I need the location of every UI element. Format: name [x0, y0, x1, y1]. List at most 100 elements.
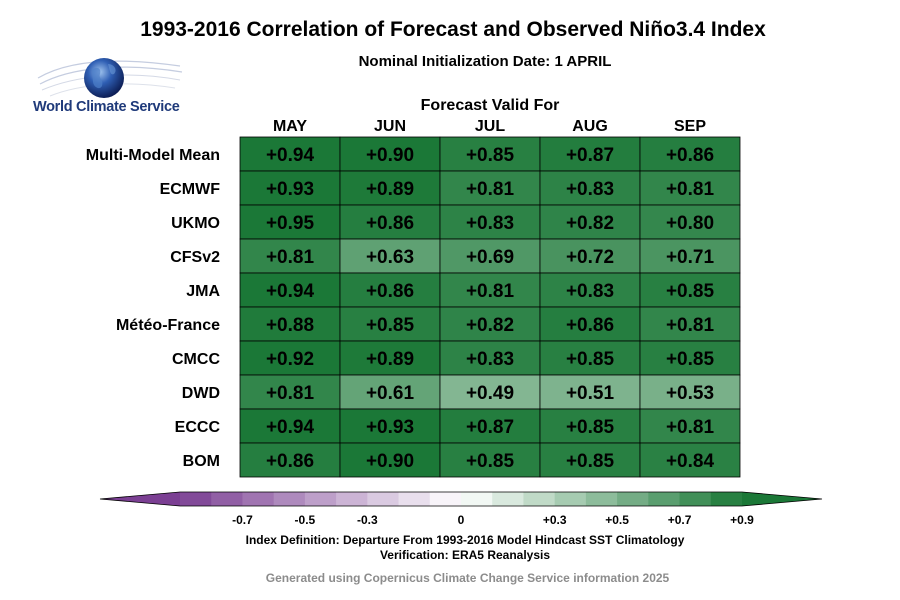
cell-value-label: +0.81 — [266, 383, 315, 404]
copernicus-credit: Generated using Copernicus Climate Chang… — [265, 571, 670, 585]
cell-value-label: +0.82 — [566, 213, 614, 234]
colorbar-segment — [679, 492, 712, 506]
cell-value-label: +0.90 — [366, 145, 414, 166]
cell-value-label: +0.86 — [366, 213, 414, 234]
heatmap-cell — [239, 204, 341, 240]
heatmap-cell — [339, 170, 441, 206]
cell-value-label: +0.81 — [666, 315, 715, 336]
cell-value-label: +0.85 — [666, 281, 715, 302]
colorbar-segment — [710, 492, 743, 506]
cell-value-label: +0.88 — [266, 315, 314, 336]
column-header-title: Forecast Valid For — [421, 97, 560, 114]
cell-value-label: +0.86 — [566, 315, 614, 336]
colorbar-tick-label: -0.3 — [357, 513, 378, 527]
cell-value-label: +0.83 — [566, 179, 614, 200]
cell-value-label: +0.94 — [266, 145, 315, 166]
cell-value-label: +0.89 — [366, 349, 414, 370]
colorbar-segment — [585, 492, 618, 506]
row-label: BOM — [183, 453, 220, 470]
colorbar-tick-label: +0.5 — [605, 513, 629, 527]
cell-value-label: +0.72 — [566, 247, 614, 268]
colorbar-segment — [461, 492, 493, 506]
heatmap-cell — [639, 204, 741, 240]
cell-value-label: +0.86 — [266, 451, 314, 472]
cell-value-label: +0.90 — [366, 451, 414, 472]
colorbar-tick-label: 0 — [458, 513, 465, 527]
cell-value-label: +0.93 — [366, 417, 414, 438]
colorbar-tick-label: +0.7 — [668, 513, 692, 527]
heatmap-cell — [639, 306, 741, 342]
cell-value-label: +0.85 — [466, 451, 515, 472]
heatmap-cell — [639, 170, 741, 206]
heatmap-cell — [639, 374, 741, 410]
heatmap-cell — [239, 408, 341, 444]
heatmap-cell — [439, 408, 541, 444]
heatmap-cell — [439, 306, 541, 342]
cell-value-label: +0.71 — [666, 247, 715, 268]
row-label: CMCC — [172, 351, 220, 368]
cell-value-label: +0.81 — [666, 417, 715, 438]
colorbar-segment — [492, 492, 524, 506]
heatmap-cell — [339, 340, 441, 376]
cell-value-label: +0.85 — [566, 451, 615, 472]
heatmap-cell — [339, 374, 441, 410]
heatmap-cell — [539, 340, 641, 376]
row-label: JMA — [186, 283, 220, 300]
heatmap-cell — [639, 136, 741, 172]
cell-value-label: +0.94 — [266, 417, 315, 438]
colorbar-segment — [617, 492, 649, 506]
heatmap-cell — [539, 408, 641, 444]
heatmap-cell — [239, 238, 341, 274]
heatmap-cell — [539, 442, 641, 478]
cell-value-label: +0.61 — [366, 383, 415, 404]
cell-value-label: +0.86 — [366, 281, 414, 302]
cell-value-label: +0.49 — [466, 383, 514, 404]
cell-value-label: +0.83 — [566, 281, 614, 302]
colorbar-outline — [99, 491, 823, 507]
heatmap-cell — [639, 340, 741, 376]
row-label: Multi-Model Mean — [86, 147, 220, 164]
index-definition-note: Index Definition: Departure From 1993-20… — [245, 533, 685, 547]
cell-value-label: +0.85 — [566, 349, 615, 370]
heatmap-cell — [239, 306, 341, 342]
cell-value-label: +0.84 — [666, 451, 715, 472]
cell-value-label: +0.83 — [466, 349, 514, 370]
cell-value-label: +0.81 — [266, 247, 315, 268]
cell-value-label: +0.87 — [566, 145, 614, 166]
colorbar-tick-label: -0.7 — [232, 513, 253, 527]
colorbar-min-arrow — [100, 492, 180, 506]
cell-value-label: +0.89 — [366, 179, 414, 200]
cell-value-label: +0.85 — [566, 417, 615, 438]
colorbar-segment — [304, 492, 337, 506]
cell-value-label: +0.93 — [266, 179, 314, 200]
column-label-sep: SEP — [674, 118, 706, 135]
cell-value-label: +0.95 — [266, 213, 315, 234]
heatmap-cell — [439, 442, 541, 478]
colorbar-segment — [273, 492, 306, 506]
heatmap-cell — [239, 442, 341, 478]
heatmap-cell — [239, 340, 341, 376]
heatmap-cell — [339, 442, 441, 478]
column-label-jul: JUL — [475, 118, 505, 135]
cell-value-label: +0.85 — [466, 145, 515, 166]
colorbar-segment — [554, 492, 587, 506]
heatmap-cell — [539, 170, 641, 206]
colorbar-tick-label: -0.5 — [295, 513, 316, 527]
colorbar-tick-label: +0.9 — [730, 513, 754, 527]
cell-value-label: +0.80 — [666, 213, 714, 234]
heatmap-cell — [239, 170, 341, 206]
cell-value-label: +0.69 — [466, 247, 514, 268]
column-label-jun: JUN — [374, 118, 406, 135]
column-label-may: MAY — [273, 118, 307, 135]
chart-title: 1993-2016 Correlation of Forecast and Ob… — [140, 18, 766, 41]
cell-value-label: +0.81 — [466, 179, 515, 200]
heatmap-cell — [439, 204, 541, 240]
colorbar-segment — [336, 492, 368, 506]
column-label-aug: AUG — [572, 118, 608, 135]
cell-value-label: +0.63 — [366, 247, 414, 268]
cell-value-label: +0.87 — [466, 417, 514, 438]
colorbar-segment — [648, 492, 681, 506]
heatmap-cell — [339, 238, 441, 274]
heatmap-cell — [439, 238, 541, 274]
